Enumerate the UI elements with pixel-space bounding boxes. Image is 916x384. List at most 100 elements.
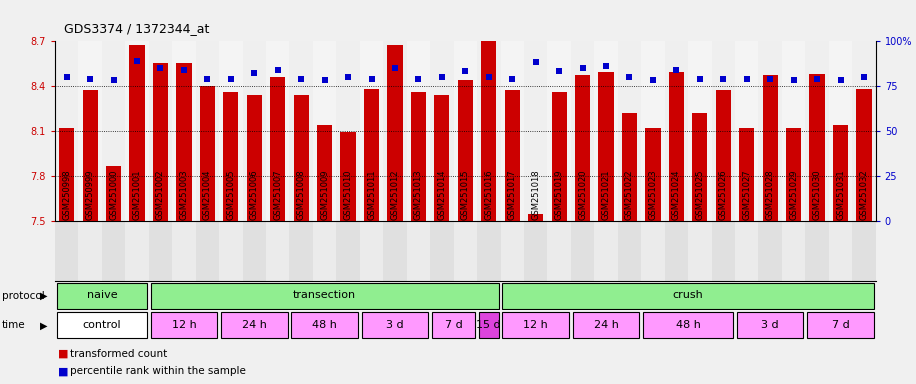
Bar [665, 221, 688, 281]
Bar [317, 125, 333, 221]
Bar [291, 313, 358, 338]
Bar [810, 74, 824, 221]
Text: 3 d: 3 d [387, 320, 404, 330]
Text: 12 h: 12 h [171, 320, 196, 330]
Bar [148, 41, 172, 221]
Bar [782, 221, 805, 281]
Bar [502, 283, 874, 309]
Text: 48 h: 48 h [676, 320, 701, 330]
Bar [172, 41, 196, 221]
Bar [477, 41, 500, 221]
Bar [833, 125, 848, 221]
Bar [360, 41, 383, 221]
Bar [150, 313, 217, 338]
Bar [505, 90, 520, 221]
Bar [364, 89, 379, 221]
Bar [856, 89, 872, 221]
Bar [196, 41, 219, 221]
Text: ▶: ▶ [40, 291, 48, 301]
Text: naive: naive [86, 290, 117, 300]
Bar [481, 41, 496, 221]
Bar [59, 128, 74, 221]
Text: transformed count: transformed count [70, 349, 167, 359]
Bar [479, 313, 498, 338]
Bar [712, 221, 735, 281]
Bar [313, 41, 336, 221]
Bar [172, 221, 196, 281]
Bar [572, 313, 639, 338]
Bar [266, 221, 289, 281]
Bar [289, 41, 313, 221]
Bar [762, 75, 778, 221]
Bar [524, 41, 548, 221]
Bar [79, 41, 102, 221]
Bar [502, 313, 569, 338]
Bar [643, 313, 733, 338]
Bar [224, 92, 238, 221]
Text: crush: crush [672, 290, 703, 300]
Bar [617, 221, 641, 281]
Bar [176, 63, 191, 221]
Bar [55, 41, 79, 221]
Bar [645, 128, 660, 221]
Bar [431, 221, 453, 281]
Text: GDS3374 / 1372344_at: GDS3374 / 1372344_at [64, 22, 210, 35]
Text: 3 d: 3 d [761, 320, 779, 330]
Text: 48 h: 48 h [312, 320, 337, 330]
Text: 7 d: 7 d [832, 320, 849, 330]
Bar [219, 221, 243, 281]
Bar [148, 221, 172, 281]
Bar [246, 95, 262, 221]
Bar [598, 72, 614, 221]
Bar [665, 41, 688, 221]
Bar [786, 128, 802, 221]
Text: percentile rank within the sample: percentile rank within the sample [70, 366, 245, 376]
Bar [432, 313, 475, 338]
Bar [362, 313, 429, 338]
Text: 7 d: 7 d [445, 320, 463, 330]
Text: 24 h: 24 h [242, 320, 267, 330]
Bar [758, 41, 782, 221]
Bar [129, 45, 145, 221]
Bar [688, 221, 712, 281]
Text: transection: transection [293, 290, 356, 300]
Bar [524, 221, 548, 281]
Text: protocol: protocol [2, 291, 45, 301]
Bar [407, 221, 431, 281]
Bar [735, 41, 758, 221]
Bar [688, 41, 712, 221]
Bar [243, 41, 266, 221]
Bar [548, 41, 571, 221]
Bar [715, 90, 731, 221]
Bar [410, 92, 426, 221]
Bar [153, 63, 169, 221]
Bar [453, 41, 477, 221]
Bar [712, 41, 735, 221]
Bar [641, 221, 665, 281]
Bar [407, 41, 431, 221]
Bar [221, 313, 288, 338]
Bar [336, 41, 360, 221]
Bar [341, 132, 355, 221]
Text: time: time [2, 320, 26, 331]
Bar [852, 41, 876, 221]
Text: control: control [82, 320, 121, 330]
Bar [313, 221, 336, 281]
Bar [219, 41, 243, 221]
Bar [434, 95, 450, 221]
Bar [270, 77, 286, 221]
Bar [782, 41, 805, 221]
Bar [807, 313, 874, 338]
Bar [736, 313, 803, 338]
Bar [852, 221, 876, 281]
Bar [477, 221, 500, 281]
Bar [266, 41, 289, 221]
Bar [735, 221, 758, 281]
Bar [622, 113, 638, 221]
Bar [551, 92, 567, 221]
Bar [336, 221, 360, 281]
Bar [692, 113, 707, 221]
Bar [150, 283, 498, 309]
Text: 12 h: 12 h [523, 320, 548, 330]
Bar [200, 86, 215, 221]
